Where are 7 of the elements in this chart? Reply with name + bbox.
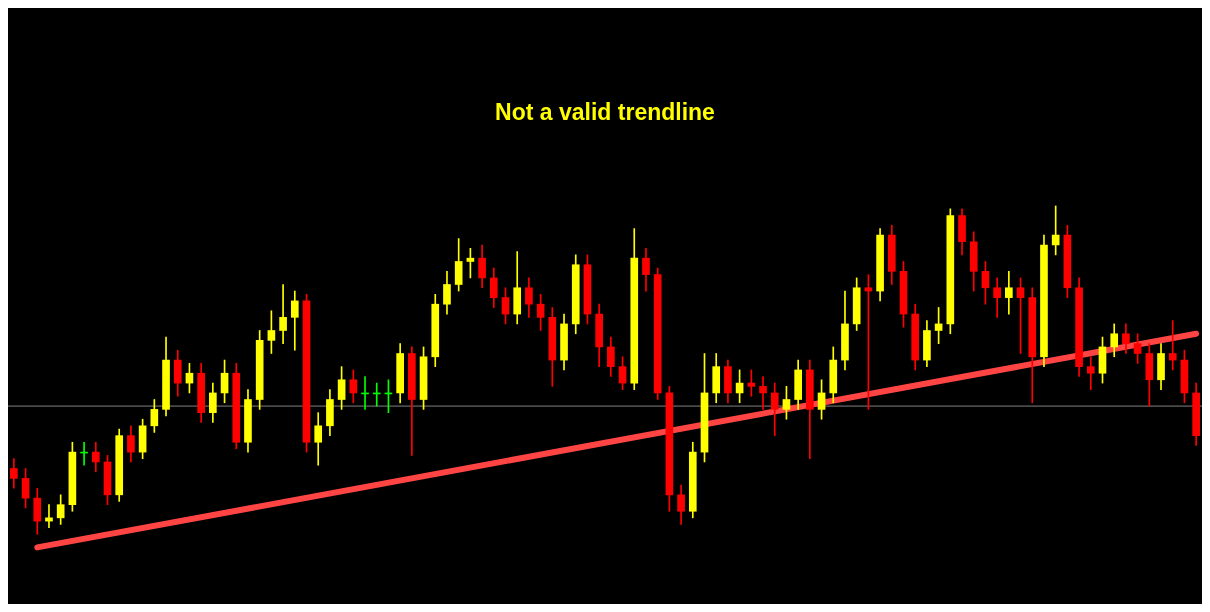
chart-title: Not a valid trendline <box>495 99 715 126</box>
candlestick <box>759 376 767 410</box>
candlestick <box>747 369 756 397</box>
candlestick <box>1051 205 1060 256</box>
candlestick <box>1168 320 1177 371</box>
candlestick <box>1086 356 1095 390</box>
candlestick <box>279 284 287 344</box>
